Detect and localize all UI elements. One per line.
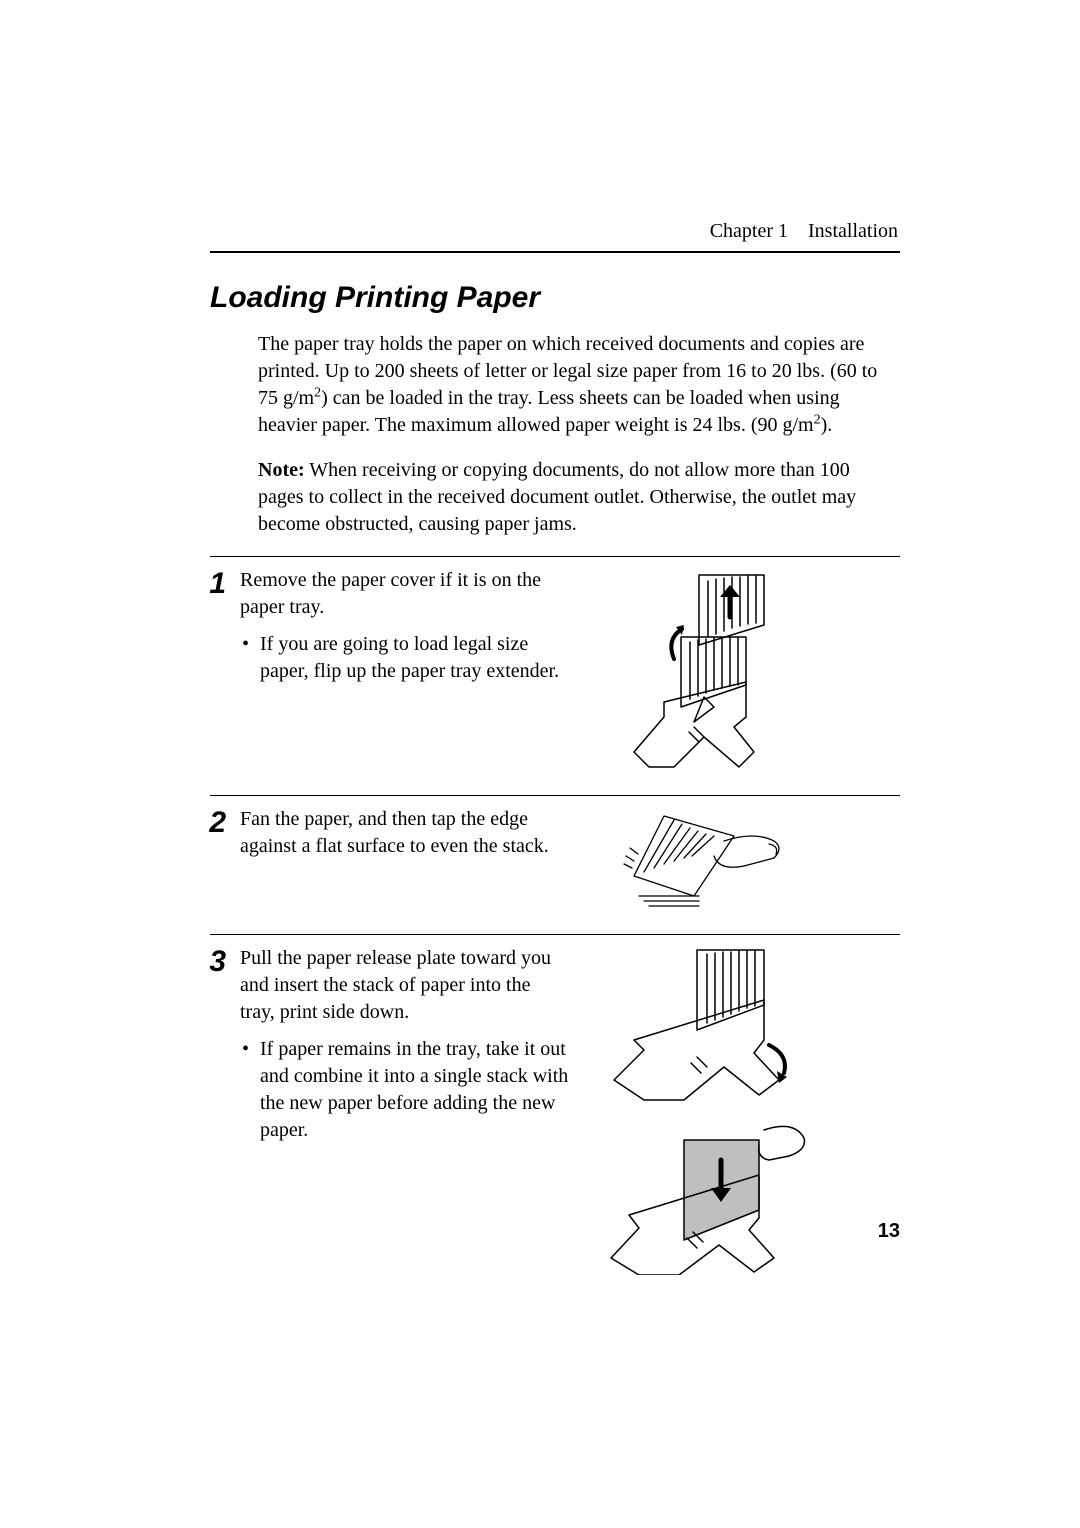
page-header: Chapter 1 Installation bbox=[210, 220, 900, 243]
step-3-illustration bbox=[584, 945, 814, 1275]
note-body: When receiving or copying documents, do … bbox=[258, 459, 856, 535]
bullet-item: If paper remains in the tray, take it ou… bbox=[240, 1036, 570, 1144]
step-2-illustration bbox=[584, 806, 814, 916]
insert-paper-icon bbox=[589, 945, 809, 1275]
step-number: 2 bbox=[200, 806, 226, 838]
step-body: Pull the paper release plate toward you … bbox=[240, 947, 551, 1023]
step-1-illustration bbox=[584, 567, 814, 777]
step-text: Fan the paper, and then tap the edge aga… bbox=[240, 806, 570, 860]
page: Chapter 1 Installation Loading Printing … bbox=[0, 0, 1080, 1528]
paper-tray-cover-icon bbox=[604, 567, 794, 777]
step-body: Remove the paper cover if it is on the p… bbox=[240, 569, 541, 618]
step-3: 3 Pull the paper release plate toward yo… bbox=[200, 945, 900, 1275]
intro-note: Note: When receiving or copying document… bbox=[258, 457, 900, 538]
bullet-item: If you are going to load legal size pape… bbox=[240, 631, 570, 685]
step-text: Pull the paper release plate toward you … bbox=[240, 945, 570, 1150]
step-bullets: If paper remains in the tray, take it ou… bbox=[240, 1036, 570, 1144]
step-number: 3 bbox=[200, 945, 226, 977]
step-number: 1 bbox=[200, 567, 226, 599]
chapter-label: Chapter 1 bbox=[710, 220, 788, 242]
step-rule bbox=[210, 795, 900, 796]
step-1: 1 Remove the paper cover if it is on the… bbox=[200, 567, 900, 777]
page-number: 13 bbox=[878, 1220, 900, 1243]
step-rule bbox=[210, 556, 900, 557]
fan-paper-icon bbox=[604, 806, 794, 916]
chapter-title: Installation bbox=[808, 220, 898, 242]
superscript: 2 bbox=[814, 412, 821, 427]
text: ). bbox=[821, 414, 833, 436]
step-bullets: If you are going to load legal size pape… bbox=[240, 631, 570, 685]
section-title: Loading Printing Paper bbox=[210, 281, 900, 315]
step-rule bbox=[210, 934, 900, 935]
intro-block: The paper tray holds the paper on which … bbox=[210, 331, 900, 538]
step-2: 2 Fan the paper, and then tap the edge a… bbox=[200, 806, 900, 916]
step-text: Remove the paper cover if it is on the p… bbox=[240, 567, 570, 691]
step-body: Fan the paper, and then tap the edge aga… bbox=[240, 808, 549, 857]
header-rule bbox=[210, 251, 900, 253]
intro-paragraph-1: The paper tray holds the paper on which … bbox=[258, 331, 900, 439]
text: ) can be loaded in the tray. Less sheets… bbox=[258, 387, 840, 436]
note-label: Note: bbox=[258, 459, 305, 481]
